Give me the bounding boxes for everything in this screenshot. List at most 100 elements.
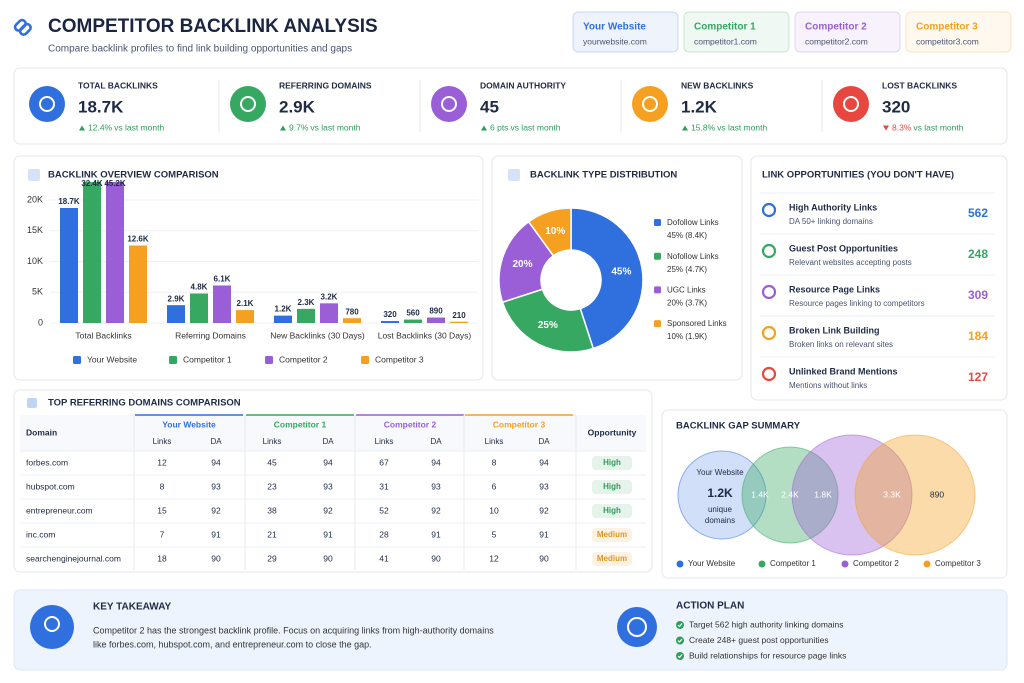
kpi-label: NEW BACKLINKS	[681, 80, 754, 90]
opportunity-badge	[592, 528, 632, 542]
action-item: Create 248+ guest post opportunities	[689, 635, 829, 645]
table-cell: 94	[539, 457, 549, 467]
trend-arrow	[682, 125, 688, 131]
sub-header: Links	[375, 437, 394, 446]
kpi-note: vs last month	[913, 122, 963, 132]
section-title: BACKLINK GAP SUMMARY	[676, 421, 801, 432]
bar	[83, 182, 101, 324]
table-cell: 90	[539, 553, 549, 563]
chart-title: BACKLINK TYPE DISTRIBUTION	[530, 170, 677, 181]
legend-label: Your Website	[688, 559, 736, 568]
action-item: Target 562 high authority linking domain…	[689, 619, 844, 629]
opportunity-desc: Mentions without links	[789, 381, 867, 390]
table-cell: 67	[379, 457, 389, 467]
opportunity-badge-label: High	[603, 458, 621, 467]
table-cell: 38	[267, 505, 277, 515]
page-subtitle: Compare backlink profiles to find link b…	[48, 44, 352, 55]
opportunity-icon	[761, 366, 777, 382]
takeaway-text: Competitor 2 has the strongest backlink …	[93, 625, 494, 635]
y-tick-label: 20K	[27, 194, 43, 204]
site-card	[572, 11, 679, 53]
trend-arrow	[481, 125, 487, 131]
opportunity-badge-label: High	[603, 482, 621, 491]
site-card	[794, 11, 901, 53]
opportunity-desc: Resource pages linking to competitors	[789, 299, 925, 308]
venn-circle	[791, 434, 913, 556]
kpi-icon-glyph	[240, 96, 256, 112]
domain-cell: entrepreneur.com	[26, 505, 93, 515]
table-cell: 12	[157, 457, 167, 467]
action-icon	[617, 607, 657, 647]
bar-value-label: 18.7K	[58, 197, 80, 206]
kpi-icon	[632, 86, 668, 122]
kpi-icon-glyph	[843, 96, 859, 112]
table-cell: 94	[431, 457, 441, 467]
table-cell: 8	[160, 481, 165, 491]
bar	[60, 207, 78, 323]
x-tick-label: Lost Backlinks (30 Days)	[378, 330, 472, 340]
legend-swatch	[169, 356, 177, 364]
legend-label: Competitor 2	[853, 559, 899, 568]
pie-slice	[501, 288, 595, 353]
plot-area	[60, 182, 468, 324]
kpi-change: 6 pts	[490, 122, 508, 132]
opportunity-desc: Relevant websites accepting posts	[789, 258, 912, 267]
venn-unique: 1.2K	[707, 486, 733, 500]
chart-title: BACKLINK OVERVIEW COMPARISON	[48, 170, 219, 181]
legend-label: Nofollow Links	[667, 252, 719, 261]
opportunity-title: Unlinked Brand Mentions	[789, 366, 898, 376]
venn-unique-note: domains	[705, 516, 735, 525]
opportunity-value: 248	[968, 247, 988, 261]
domain-cell: hubspot.com	[26, 481, 75, 491]
table-header: Opportunity	[588, 427, 637, 437]
legend-label: UGC Links	[667, 286, 706, 295]
opportunity-badge	[592, 456, 632, 470]
slice-label: 45%	[611, 267, 631, 278]
venn-center-label: Your Website	[696, 468, 744, 477]
bar	[297, 308, 315, 323]
legend-detail: 25% (4.7K)	[667, 265, 707, 274]
table-cell: 90	[323, 553, 333, 563]
table-cell: 91	[211, 529, 221, 539]
kpi-label: TOTAL BACKLINKS	[78, 80, 158, 90]
table-cell: 28	[379, 529, 389, 539]
group-header: Competitor 1	[274, 419, 327, 429]
table-cell: 90	[431, 553, 441, 563]
bar	[129, 245, 147, 323]
legend-label: Competitor 1	[770, 559, 816, 568]
opportunity-desc: DA 50+ linking domains	[789, 217, 873, 226]
site-name: Your Website	[583, 22, 646, 33]
venn-card	[661, 409, 1008, 579]
sub-header: DA	[210, 437, 222, 446]
site-url: competitor2.com	[805, 36, 868, 46]
group-header: Competitor 2	[384, 419, 437, 429]
sub-header: DA	[430, 437, 442, 446]
bar-value-label: 560	[406, 309, 420, 318]
kpi-change: 8.3%	[892, 122, 912, 132]
bar-value-label: 2.9K	[168, 294, 185, 303]
table-header-bg	[20, 415, 646, 451]
table-cell: 23	[267, 481, 277, 491]
kpi-value: 1.2K	[681, 97, 718, 116]
bar-value-label: 320	[383, 310, 397, 319]
y-tick-label: 10K	[27, 256, 43, 266]
logo-icon	[13, 18, 32, 36]
legend-dot	[758, 560, 766, 568]
table-cell: 41	[379, 553, 389, 563]
x-tick-label: New Backlinks (30 Days)	[270, 330, 365, 340]
legend-detail: 20% (3.7K)	[667, 299, 707, 308]
table-cell: 12	[489, 553, 499, 563]
table-cell: 93	[211, 481, 221, 491]
bar-value-label: 2.3K	[298, 298, 315, 307]
kpi-value: 2.9K	[279, 97, 316, 116]
opportunity-badge-label: Medium	[597, 530, 627, 539]
table-title: TOP REFERRING DOMAINS COMPARISON	[48, 398, 241, 409]
table-cell: 93	[539, 481, 549, 491]
table-cell: 92	[539, 505, 549, 515]
venn-circle	[741, 446, 839, 544]
bar	[106, 182, 124, 324]
bar	[320, 303, 338, 323]
bar-value-label: 210	[452, 311, 466, 320]
